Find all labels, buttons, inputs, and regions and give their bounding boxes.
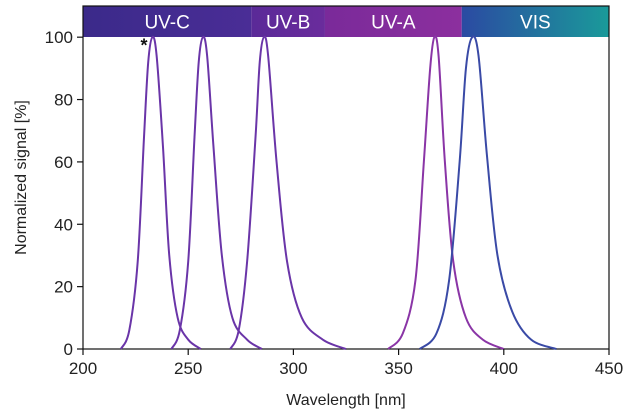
band-uv-b [251,6,325,37]
x-tick-label-350: 350 [384,359,412,378]
band-label-uv-a: UV-A [371,13,416,34]
series-lines [119,35,557,350]
y-tick-label-40: 40 [54,215,73,234]
series-line-2 [170,35,263,350]
axis-ticks: 200 250 300 350 400 450 0 20 40 60 80 100 [45,28,624,378]
y-axis-label: Normalized signal [%] [13,100,30,255]
series-line-4 [387,35,505,350]
band-vis [461,6,609,37]
band-label-uv-c: UV-C [144,13,189,34]
y-tick-label-100: 100 [45,28,73,47]
x-tick-label-400: 400 [490,359,518,378]
y-tick-label-80: 80 [54,91,73,110]
x-tick-label-250: 250 [174,359,202,378]
annotation-asterisk: * [141,35,148,55]
y-tick-label-0: 0 [64,340,73,359]
series-line-3 [229,35,347,350]
band-label-vis: VIS [520,13,551,34]
x-axis-label: Wavelength [nm] [286,392,405,409]
y-tick-label-60: 60 [54,153,73,172]
x-tick-label-450: 450 [595,359,623,378]
series-line-1 [119,35,202,350]
x-tick-label-300: 300 [279,359,307,378]
annotations: * [141,35,148,55]
series-line-5 [418,35,557,350]
x-tick-label-200: 200 [69,359,97,378]
spectral-bands: UV-C UV-B UV-A VIS [83,6,609,37]
plot-frame [82,5,610,350]
band-uv-c [83,6,252,37]
band-uv-a [324,6,462,37]
y-tick-label-20: 20 [54,278,73,297]
band-label-uv-b: UV-B [266,13,310,34]
